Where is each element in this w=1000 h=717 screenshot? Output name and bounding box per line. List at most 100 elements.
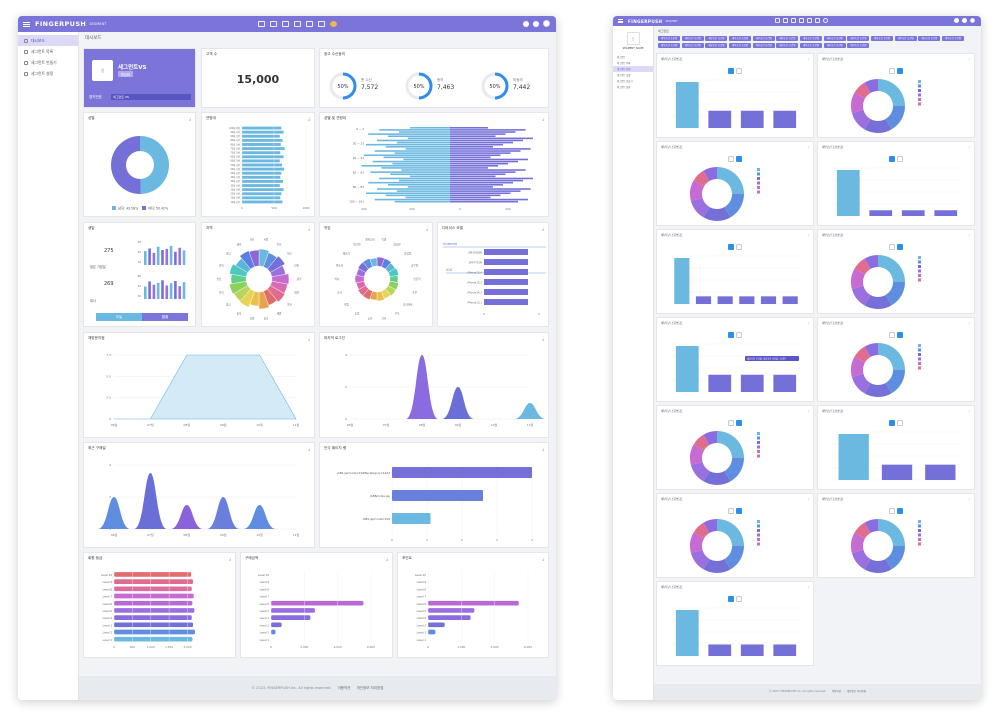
condition-chip[interactable]: 세부조건 조건명 <box>728 42 752 48</box>
download-icon[interactable]: ⤓ <box>308 116 310 121</box>
user-avatar[interactable] <box>970 18 975 23</box>
footer-terms-link[interactable]: 이용약관 <box>337 686 351 690</box>
donut-chart-toggle-icon[interactable] <box>736 508 742 514</box>
donut-chart-toggle-icon[interactable] <box>897 156 903 162</box>
download-icon[interactable]: ⤓ <box>308 226 310 231</box>
chat-icon[interactable] <box>306 21 313 27</box>
sidebar-item-dashboard[interactable]: 대시보드 <box>18 35 78 46</box>
bar-chart-toggle-icon[interactable] <box>889 244 895 250</box>
send-icon[interactable] <box>282 21 289 27</box>
calendar-icon[interactable] <box>294 21 301 27</box>
donut-chart-toggle-icon[interactable] <box>736 596 742 602</box>
sidebar-item[interactable]: 세그먼트 상세 <box>613 66 653 72</box>
bar-chart-toggle-icon[interactable] <box>728 420 734 426</box>
condition-chip[interactable]: 세부조건 조건명 <box>752 36 775 41</box>
send-icon[interactable] <box>791 18 796 23</box>
condition-chip[interactable]: 세부조건 조건명 <box>705 36 728 41</box>
condition-chip[interactable]: 세부조건 조건명 <box>681 36 704 41</box>
download-icon[interactable]: ⤓ <box>968 321 970 325</box>
bar-chart-toggle-icon[interactable] <box>728 156 734 162</box>
condition-chip[interactable]: 세부조건 조건명 <box>847 36 870 41</box>
monitor-icon[interactable] <box>815 18 820 23</box>
bar-chart-toggle-icon[interactable] <box>728 68 734 74</box>
donut-chart-toggle-icon[interactable] <box>736 68 742 74</box>
download-icon[interactable]: ⤓ <box>807 145 809 149</box>
condition-chip[interactable]: 세부조건 조건명 <box>658 42 681 48</box>
bar-chart-toggle-icon[interactable] <box>889 420 895 426</box>
bell-icon[interactable] <box>523 20 529 27</box>
footer-privacy-link[interactable]: 개인정보 처리방침 <box>846 690 867 693</box>
condition-chip[interactable]: 세부조건 조건명 <box>705 42 728 48</box>
sidebar-item[interactable]: 세그먼트 설정 <box>613 72 653 78</box>
download-icon[interactable]: ⤓ <box>542 336 544 341</box>
download-icon[interactable]: ⤓ <box>542 446 544 451</box>
condition-chip[interactable]: 세부조건 조건명 <box>823 42 846 48</box>
download-icon[interactable]: ⤓ <box>542 226 544 231</box>
download-icon[interactable]: ⤓ <box>968 145 970 149</box>
condition-chip[interactable]: 세부조건 조건명 <box>823 36 846 41</box>
footer-privacy-link[interactable]: 개인정보 처리방침 <box>356 686 384 690</box>
donut-chart-toggle-icon[interactable] <box>736 244 742 250</box>
home-icon[interactable] <box>775 18 780 23</box>
menu-icon[interactable] <box>618 19 623 23</box>
download-icon[interactable]: ⤓ <box>426 226 428 231</box>
footer-terms-link[interactable]: 이용약관 <box>831 690 842 693</box>
donut-chart-toggle-icon[interactable] <box>897 68 903 74</box>
condition-chip[interactable]: 세부조건 조건명 <box>776 36 799 41</box>
download-icon[interactable]: ⤓ <box>807 409 809 413</box>
donut-chart-toggle-icon[interactable] <box>897 508 903 514</box>
download-icon[interactable]: ⤓ <box>542 116 544 121</box>
home-icon[interactable] <box>258 21 265 27</box>
donut-chart-toggle-icon[interactable] <box>897 420 903 426</box>
condition-chip[interactable]: 세부조건 조건명 <box>870 36 894 41</box>
sidebar-item-segment-settings[interactable]: 세그먼트 설정 <box>18 68 78 79</box>
bar-chart-toggle-icon[interactable] <box>889 156 895 162</box>
condition-chip[interactable]: 세부조건 조건명 <box>681 42 704 48</box>
condition-chip[interactable]: 세부조건 조건명 <box>918 36 941 41</box>
download-icon[interactable]: ⤓ <box>968 497 970 501</box>
download-icon[interactable]: ⤓ <box>189 116 191 121</box>
condition-chip[interactable]: 세부조건 조건명 <box>752 42 775 48</box>
help-icon[interactable] <box>962 18 967 23</box>
download-icon[interactable]: ⤓ <box>229 556 231 561</box>
condition-chip[interactable]: 세부조건 조건명 <box>728 36 752 41</box>
download-icon[interactable]: ⤓ <box>308 446 310 451</box>
user-avatar[interactable] <box>543 20 550 27</box>
bar-chart-toggle-icon[interactable] <box>889 68 895 74</box>
sidebar-item-segment-create[interactable]: 세그먼트 만들기 <box>18 57 78 68</box>
condition-chip[interactable]: 세부조건 조건명 <box>847 42 870 48</box>
donut-chart-toggle-icon[interactable] <box>736 332 742 338</box>
download-icon[interactable]: ⤓ <box>386 556 388 561</box>
download-icon[interactable]: ⤓ <box>807 585 809 589</box>
bar-chart-toggle-icon[interactable] <box>728 332 734 338</box>
menu-icon[interactable] <box>23 21 30 27</box>
sidebar-item[interactable]: 세그먼트 <box>613 54 653 60</box>
condition-chip[interactable]: 세부조건 조건명 <box>658 36 681 41</box>
download-icon[interactable]: ⤓ <box>308 336 310 341</box>
download-icon[interactable]: ⤓ <box>968 409 970 413</box>
sidebar-item[interactable]: 세그먼트 만들기 <box>613 78 653 84</box>
donut-chart-toggle-icon[interactable] <box>736 156 742 162</box>
condition-chip[interactable]: 세부조건 조건명 <box>894 36 917 41</box>
monitor-icon[interactable] <box>318 21 325 27</box>
sidebar-item[interactable]: 세그먼트 목록 <box>613 60 653 66</box>
bar-chart-toggle-icon[interactable] <box>728 596 734 602</box>
chat-icon[interactable] <box>807 18 812 23</box>
bar-chart-toggle-icon[interactable] <box>889 332 895 338</box>
grid-icon[interactable] <box>783 18 788 23</box>
tab-today[interactable]: 오늘 <box>96 313 142 321</box>
bar-chart-toggle-icon[interactable] <box>889 508 895 514</box>
condition-chip[interactable]: 세부조건 조건명 <box>799 36 823 41</box>
condition-chip[interactable]: 세부조건 조건명 <box>776 42 799 48</box>
bell-icon[interactable] <box>954 18 959 23</box>
calendar-icon[interactable] <box>799 18 804 23</box>
sidebar-item-segment-list[interactable]: 세그먼트 목록 <box>18 46 78 57</box>
bar-chart-toggle-icon[interactable] <box>728 244 734 250</box>
donut-chart-toggle-icon[interactable] <box>897 332 903 338</box>
download-icon[interactable]: ⤓ <box>807 321 809 325</box>
condition-chip[interactable]: 세부조건 조건명 <box>799 42 823 48</box>
settings-icon[interactable] <box>823 18 828 23</box>
download-icon[interactable]: ⤓ <box>968 57 970 61</box>
donut-chart-toggle-icon[interactable] <box>897 244 903 250</box>
donut-chart-toggle-icon[interactable] <box>736 420 742 426</box>
